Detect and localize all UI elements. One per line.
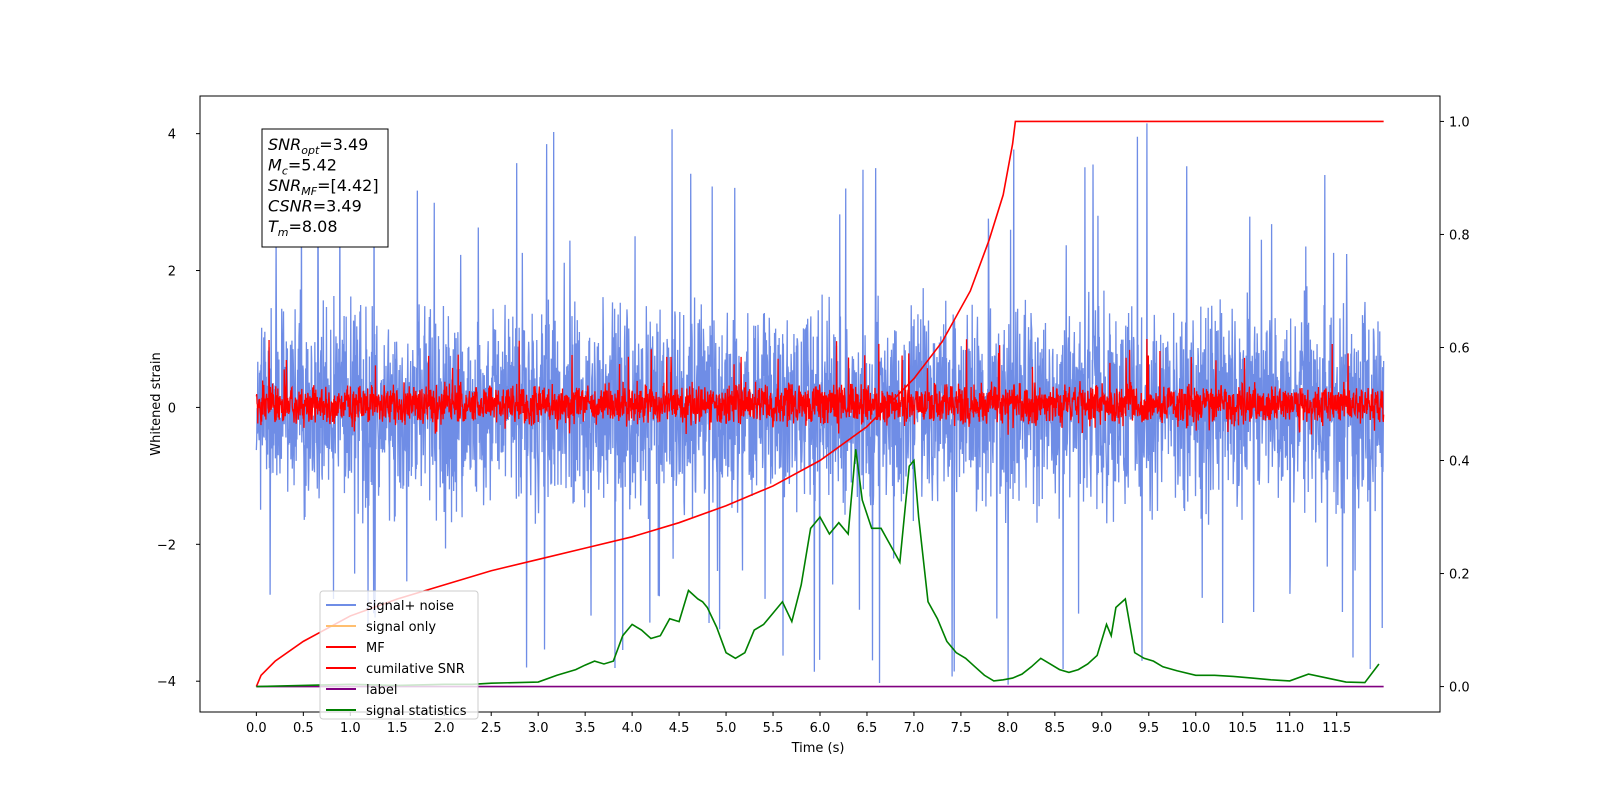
x-tick-label: 0.5	[293, 721, 314, 736]
annotation-value: =3.49	[313, 197, 362, 216]
y-left-tick-label: 0	[168, 401, 176, 416]
ticks-layer: 0.0 0.5 1.0 1.5 2.0 2.5 3.0 3.5 4.0 4.5 5.0 5.5 6.0 6…	[157, 115, 1470, 736]
annotation-box: SNRopt=3.49Mc=5.42SNRMF=[4.42]CSNR=3.49T…	[261, 128, 389, 248]
annotation-lines: SNRopt=3.49Mc=5.42SNRMF=[4.42]CSNR=3.49T…	[268, 135, 379, 239]
legend-label: MF	[366, 641, 385, 656]
x-tick-label: 9.5	[1138, 721, 1159, 736]
legend-label: signal only	[366, 620, 436, 635]
annotation-symbol: SNR	[268, 176, 301, 195]
x-tick-label: 6.5	[857, 721, 878, 736]
x-tick-label: 10.5	[1228, 721, 1257, 736]
x-tick-label: 4.0	[622, 721, 643, 736]
x-tick-label: 3.0	[528, 721, 549, 736]
y-right-tick-label: 0.4	[1449, 455, 1470, 470]
legend-entries: signal+ noise signal only MF cumilative SNR…	[326, 599, 467, 719]
y-axis-label: Whitened strain	[149, 352, 164, 455]
annotation-subscript: c	[282, 165, 288, 178]
y-right-tick-label: 1.0	[1449, 115, 1470, 130]
legend-label: cumilative SNR	[366, 662, 465, 677]
annotation-subscript: opt	[301, 144, 320, 157]
annotation-line: Tm=8.08	[268, 217, 338, 239]
x-tick-label: 7.0	[904, 721, 925, 736]
y-left-tick-label: −2	[157, 538, 176, 553]
x-tick-label: 6.0	[810, 721, 831, 736]
x-tick-label: 4.5	[669, 721, 690, 736]
legend-label: signal+ noise	[366, 599, 454, 614]
y-right-tick-label: 0.8	[1449, 228, 1470, 243]
x-tick-label: 11.0	[1275, 721, 1304, 736]
y-left-tick-label: 2	[168, 265, 176, 280]
annotation-subscript: m	[278, 226, 289, 239]
x-tick-label: 8.5	[1045, 721, 1066, 736]
legend-frame	[319, 590, 479, 720]
annotation-subscript: MF	[301, 185, 317, 198]
annotation-symbol: CSNR	[268, 197, 313, 216]
x-tick-label: 7.5	[951, 721, 972, 736]
annotation-value: =3.49	[319, 135, 368, 154]
x-tick-label: 8.0	[998, 721, 1019, 736]
annotation-line: SNRopt=3.49	[268, 135, 368, 157]
x-tick-label: 11.5	[1322, 721, 1351, 736]
annotation-line: CSNR=3.49	[268, 197, 362, 216]
x-tick-label: 1.5	[387, 721, 408, 736]
x-tick-label: 9.0	[1091, 721, 1112, 736]
annotation-value: =[4.42]	[317, 176, 379, 195]
annotation-value: =8.08	[289, 217, 338, 236]
x-tick-label: 2.5	[481, 721, 502, 736]
y-right-tick-label: 0.0	[1449, 681, 1470, 696]
x-tick-label: 0.0	[246, 721, 267, 736]
series-signal-noise-line	[255, 123, 1385, 685]
annotation-symbol: T	[268, 217, 279, 236]
y-right-tick-label: 0.6	[1449, 341, 1470, 356]
annotation-line: Mc=5.42	[268, 156, 337, 178]
x-tick-label: 10.0	[1181, 721, 1210, 736]
annotation-value: =5.42	[288, 156, 337, 175]
series-mf-line	[255, 338, 1385, 435]
legend: signal+ noise signal only MF cumilative SNR…	[319, 590, 479, 720]
y-left-tick-label: −4	[157, 675, 176, 690]
x-tick-label: 3.5	[575, 721, 596, 736]
annotation-frame	[261, 128, 389, 248]
legend-label: label	[366, 683, 397, 698]
annotation-line: SNRMF=[4.42]	[268, 176, 379, 198]
annotation-symbol: SNR	[268, 135, 301, 154]
x-tick-label: 1.0	[340, 721, 361, 736]
legend-label: signal statistics	[366, 704, 467, 719]
y-right-tick-label: 0.2	[1449, 568, 1470, 583]
annotation-symbol: M	[268, 156, 282, 175]
x-tick-label: 5.5	[763, 721, 784, 736]
series-signal-statistics-line	[256, 449, 1380, 688]
x-axis-label: Time (s)	[791, 741, 845, 756]
x-tick-label: 5.0	[716, 721, 737, 736]
y-left-tick-label: 4	[168, 128, 176, 143]
x-tick-label: 2.0	[434, 721, 455, 736]
